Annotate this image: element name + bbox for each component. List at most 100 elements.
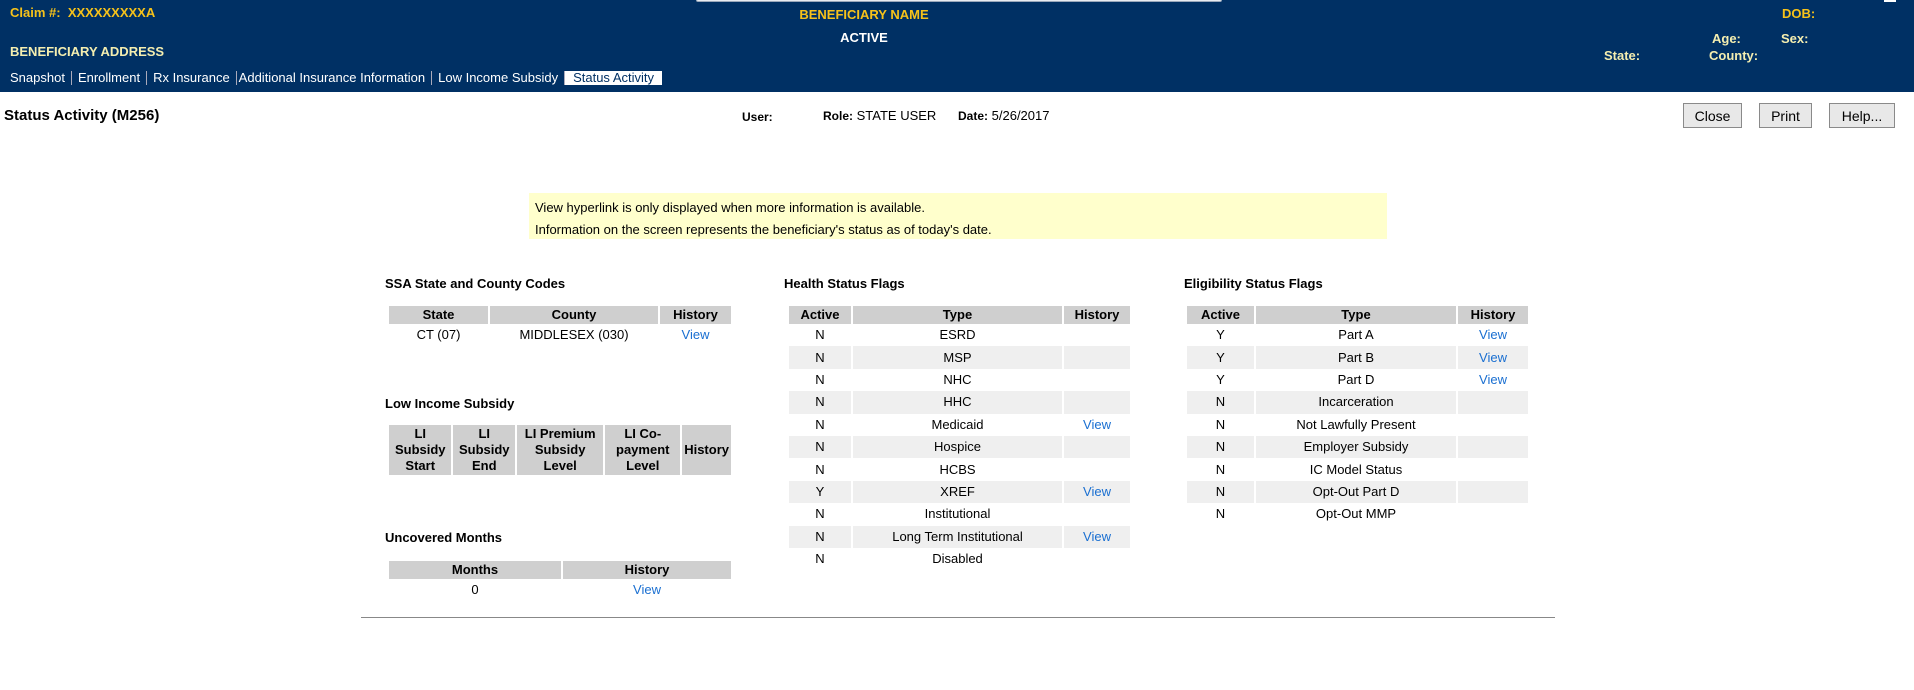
tab-low-income-subsidy[interactable]: Low Income Subsidy: [432, 71, 566, 85]
active-cell: N: [815, 506, 825, 522]
type-cell: Institutional: [924, 506, 991, 522]
type-cell: Employer Subsidy: [1256, 435, 1456, 459]
type-cell: Disabled: [932, 551, 983, 567]
active-cell: N: [1187, 435, 1254, 459]
history-cell: View: [1458, 324, 1528, 346]
state-label: State:: [1604, 48, 1641, 63]
view-link[interactable]: View: [681, 327, 710, 343]
table-row: N Employer Subsidy: [1187, 435, 1528, 459]
type-cell: Part A: [1338, 327, 1374, 343]
tab-snapshot[interactable]: Snapshot: [4, 71, 72, 85]
col-history: History: [682, 425, 731, 475]
active-cell: N: [815, 371, 825, 387]
dob-label: DOB:: [1782, 6, 1816, 21]
history-cell: [1458, 391, 1528, 414]
col-history: History: [660, 306, 731, 324]
corner-control[interactable]: [1884, 0, 1896, 2]
table-row: N Incarceration: [1187, 391, 1528, 414]
view-link[interactable]: View: [1083, 483, 1111, 499]
state-cell: CT (07): [416, 327, 461, 343]
sex-label: Sex:: [1781, 31, 1809, 46]
table-row: N Not Lawfully Present: [1187, 414, 1528, 436]
table-row: N Institutional: [789, 503, 1130, 525]
close-button[interactable]: Close: [1683, 103, 1742, 128]
history-cell: [1458, 458, 1528, 480]
col-active: Active: [789, 306, 851, 324]
ssa-section-title: SSA State and County Codes: [385, 276, 566, 291]
tab-rx-insurance[interactable]: Rx Insurance: [147, 71, 237, 85]
history-cell: [1458, 480, 1528, 504]
tab-status-activity[interactable]: Status Activity: [565, 71, 662, 85]
active-cell: N: [789, 346, 851, 369]
type-cell: Opt-Out MMP: [1315, 506, 1397, 522]
col-li-subsidy-end: LI Subsidy End: [453, 425, 516, 475]
user-label: User:: [742, 110, 773, 124]
table-row: N Opt-Out MMP: [1187, 503, 1528, 525]
view-link[interactable]: View: [1479, 327, 1507, 343]
date-label: Date:: [958, 109, 989, 123]
col-history: History: [1064, 306, 1130, 324]
active-cell: N: [815, 416, 825, 432]
type-cell: HCBS: [939, 461, 976, 477]
type-cell: Opt-Out Part D: [1256, 480, 1456, 504]
tab-enrollment[interactable]: Enrollment: [72, 71, 148, 85]
active-cell: N: [1215, 506, 1226, 522]
date-value: 5/26/2017: [991, 108, 1050, 123]
print-button[interactable]: Print: [1759, 103, 1812, 128]
active-cell: N: [789, 391, 851, 414]
months-cell: 0: [471, 582, 479, 598]
top-search-box[interactable]: [696, 0, 1222, 2]
notice-line: View hyperlink is only displayed when mo…: [535, 200, 925, 215]
uncovered-section-title: Uncovered Months: [385, 530, 503, 545]
type-cell: XREF: [853, 480, 1062, 504]
county-cell: MIDDLESEX (030): [519, 327, 629, 343]
table-row: Y Part B View: [1187, 346, 1528, 369]
history-cell: [1458, 414, 1528, 436]
date-info: Date: 5/26/2017: [958, 108, 1049, 123]
history-cell: View: [1064, 525, 1130, 548]
view-link[interactable]: View: [1083, 416, 1111, 432]
info-notice: View hyperlink is only displayed when mo…: [529, 193, 1387, 239]
active-cell: Y: [1216, 327, 1225, 343]
col-history: History: [1458, 306, 1528, 324]
table-row: Y Part A View: [1187, 324, 1528, 346]
tab-bar: Snapshot Enrollment Rx Insurance Additio…: [4, 70, 662, 86]
role-value: STATE USER: [856, 108, 937, 123]
table-row: N NHC: [789, 369, 1130, 391]
beneficiary-address: BENEFICIARY ADDRESS: [10, 44, 165, 59]
col-type: Type: [1256, 306, 1456, 324]
active-cell: N: [815, 461, 825, 477]
col-history: History: [563, 561, 731, 579]
table-row: 0 View: [389, 579, 731, 601]
table-row: N MSP: [789, 346, 1130, 369]
type-cell: NHC: [943, 371, 972, 387]
health-section-title: Health Status Flags: [784, 276, 905, 291]
history-cell: View: [1064, 480, 1130, 504]
view-link[interactable]: View: [1479, 349, 1507, 365]
active-cell: N: [1215, 416, 1226, 432]
history-cell: [1064, 435, 1130, 459]
active-cell: Y: [1187, 346, 1254, 369]
table-row: N Medicaid View: [789, 414, 1130, 436]
view-link[interactable]: View: [633, 582, 661, 598]
help-button[interactable]: Help...: [1829, 103, 1895, 128]
active-cell: N: [1187, 391, 1254, 414]
history-cell: [1458, 435, 1528, 459]
ssa-table: State County History CT (07) MIDDLESEX (030…: [387, 306, 733, 346]
tab-additional-insurance[interactable]: Additional Insurance Information: [237, 71, 433, 85]
type-cell: Part B: [1256, 346, 1456, 369]
active-cell: N: [1187, 480, 1254, 504]
history-cell: [1064, 458, 1130, 480]
type-cell: Hospice: [853, 435, 1062, 459]
active-cell: N: [789, 525, 851, 548]
claim-label: Claim #:: [10, 5, 61, 20]
beneficiary-header: Claim #: XXXXXXXXXA BENEFICIARY NAME ACT…: [0, 0, 1914, 92]
table-row: N Disabled: [789, 548, 1130, 570]
view-link[interactable]: View: [1083, 528, 1111, 544]
table-row: N HHC: [789, 391, 1130, 414]
divider: [361, 617, 1555, 618]
view-link[interactable]: View: [1479, 371, 1507, 387]
col-type: Type: [853, 306, 1062, 324]
table-row: N HCBS: [789, 458, 1130, 480]
table-row: N ESRD: [789, 324, 1130, 346]
